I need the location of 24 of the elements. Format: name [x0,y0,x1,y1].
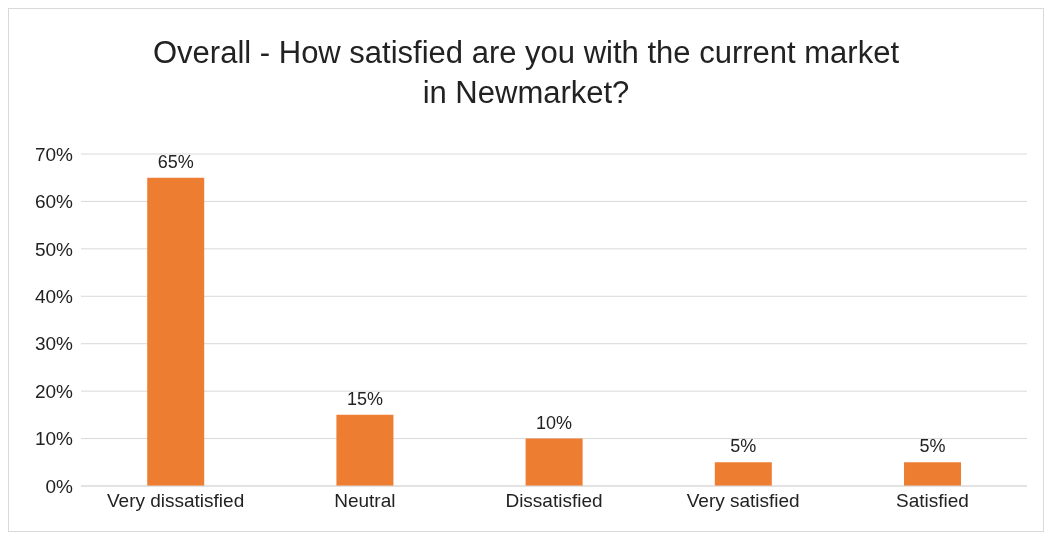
data-label: 65% [157,151,194,172]
x-tick-label: Satisfied [895,490,969,512]
x-tick-label: Dissatisfied [505,490,603,512]
y-tick-label: 40% [34,286,74,308]
x-tick-label: Neutral [334,490,396,512]
chart-title: Overall - How satisfied are you with the current market in Newmarket? [152,33,900,112]
y-tick-label: 10% [34,428,74,450]
x-tick-label: Very dissatisfied [106,490,245,512]
y-tick-label: 60% [34,191,74,213]
data-label: 5% [919,436,946,457]
bar [336,414,394,486]
y-tick-label: 50% [34,238,74,260]
y-tick-label: 20% [34,380,74,402]
y-tick-label: 30% [34,333,74,355]
data-label: 5% [730,436,757,457]
y-tick-label: 0% [45,475,74,497]
bar [525,438,583,486]
bar [714,462,772,486]
bar [147,177,205,486]
x-tick-label: Very satisfied [686,490,800,512]
y-tick-label: 70% [34,143,74,165]
bar [904,462,962,486]
data-label: 10% [536,412,573,433]
data-label: 15% [346,388,383,409]
